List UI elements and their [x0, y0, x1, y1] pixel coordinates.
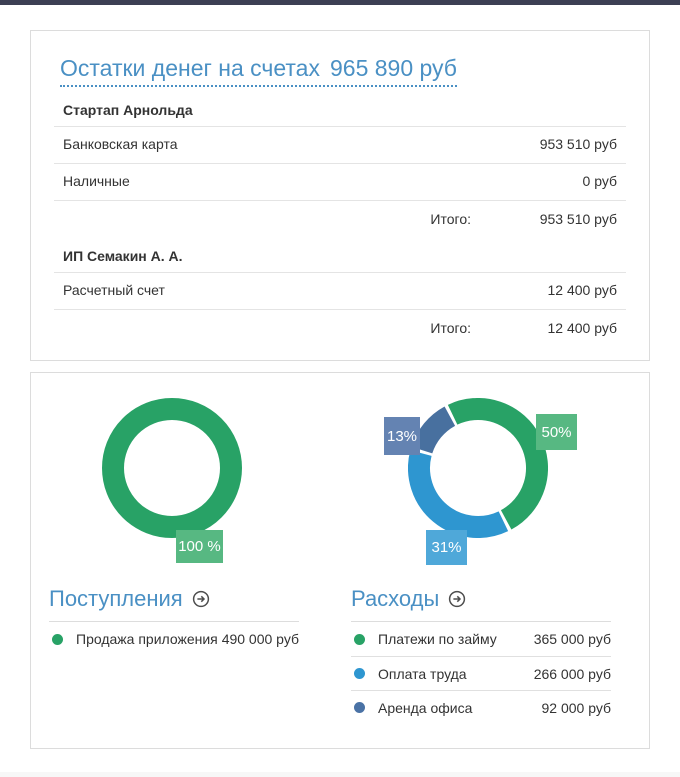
account-total-row: Итого: 953 510 руб	[54, 201, 626, 235]
total-amount: 953 510 руб	[539, 211, 617, 227]
item-amount: 490 000 руб	[221, 631, 299, 647]
legend-dot-steel-blue-icon	[354, 702, 365, 713]
expenses-segment-office-rent[interactable]	[411, 406, 456, 454]
legend-dot-blue-icon	[354, 668, 365, 679]
item-label: Продажа приложения	[76, 631, 218, 647]
income-list: Продажа приложения 490 000 руб	[49, 622, 299, 656]
cashflow-charts-card: 100 % Поступления Продажа приложения 490…	[30, 372, 650, 749]
account-total-row: Итого: 12 400 руб	[54, 310, 626, 344]
section-divider	[351, 621, 611, 622]
expenses-percent-label-steel: 13%	[384, 417, 420, 455]
account-group-header: ИП Семакин А. А.	[54, 243, 626, 273]
top-bar	[0, 0, 680, 5]
account-group-ip-semakin: ИП Семакин А. А. Расчетный счет 12 400 р…	[54, 243, 626, 344]
arrow-right-circle-icon[interactable]	[192, 590, 210, 608]
account-row: Банковская карта 953 510 руб	[54, 127, 626, 164]
account-amount: 953 510 руб	[539, 136, 617, 152]
expenses-list-item: Платежи по займу 365 000 руб	[351, 622, 611, 656]
account-label: Расчетный счет	[63, 282, 165, 298]
item-amount: 266 000 руб	[533, 665, 611, 682]
section-divider	[49, 621, 299, 622]
income-heading-link[interactable]: Поступления	[49, 584, 299, 614]
income-heading-text: Поступления	[49, 586, 183, 611]
expenses-percent-label-blue: 31%	[426, 530, 467, 565]
account-group-header: Стартап Арнольда	[54, 97, 626, 127]
expenses-section: 50% 13% 31% Расходы Платежи по займу	[351, 392, 611, 724]
expenses-donut-chart: 50% 13% 31%	[351, 392, 611, 567]
item-amount: 92 000 руб	[541, 699, 611, 716]
account-row: Наличные 0 руб	[54, 164, 626, 201]
item-label: Аренда офиса	[378, 699, 473, 716]
account-group-startup: Стартап Арнольда Банковская карта 953 51…	[54, 97, 626, 235]
legend-dot-green-icon	[354, 633, 365, 645]
item-amount: 365 000 руб	[533, 631, 611, 647]
total-amount: 12 400 руб	[547, 320, 617, 336]
expenses-donut	[408, 398, 548, 538]
balances-card: Остатки денег на счетах 965 890 руб Старт…	[30, 30, 650, 361]
balances-title-text: Остатки денег на счетах	[60, 55, 320, 81]
total-label: Итого:	[430, 211, 471, 227]
total-label: Итого:	[430, 320, 471, 336]
income-donut-chart: 100 %	[49, 392, 299, 567]
expenses-segment-payroll[interactable]	[408, 450, 509, 538]
account-label: Банковская карта	[63, 136, 178, 152]
bottom-strip	[0, 772, 680, 777]
item-label: Оплата труда	[378, 665, 467, 682]
account-label: Наличные	[63, 173, 130, 189]
income-percent-label: 100 %	[176, 530, 223, 563]
item-label: Платежи по займу	[378, 631, 497, 647]
income-section: 100 % Поступления Продажа приложения 490…	[49, 392, 299, 724]
income-segment-app-sales[interactable]	[102, 398, 242, 538]
expenses-heading-link[interactable]: Расходы	[351, 584, 611, 614]
income-list-item: Продажа приложения 490 000 руб	[49, 622, 299, 656]
account-amount: 12 400 руб	[547, 282, 617, 298]
account-row: Расчетный счет 12 400 руб	[54, 273, 626, 310]
expenses-list-item: Оплата труда 266 000 руб	[351, 656, 611, 690]
legend-dot-green-icon	[52, 633, 63, 645]
account-group-name: Стартап Арнольда	[63, 102, 193, 118]
accounts-table: Стартап Арнольда Банковская карта 953 51…	[54, 97, 626, 344]
expenses-percent-label-green: 50%	[536, 414, 577, 450]
expenses-segment-loan-payments[interactable]	[447, 398, 548, 530]
expenses-heading-text: Расходы	[351, 586, 440, 611]
income-donut	[102, 398, 242, 538]
account-amount: 0 руб	[582, 173, 617, 189]
expenses-list: Платежи по займу 365 000 руб Оплата труд…	[351, 622, 611, 724]
arrow-right-circle-icon[interactable]	[448, 590, 466, 608]
balances-title-link[interactable]: Остатки денег на счетах 965 890 руб	[60, 55, 457, 87]
account-group-name: ИП Семакин А. А.	[63, 248, 183, 264]
expenses-list-item: Аренда офиса 92 000 руб	[351, 690, 611, 724]
balances-total-amount: 965 890 руб	[329, 55, 457, 81]
